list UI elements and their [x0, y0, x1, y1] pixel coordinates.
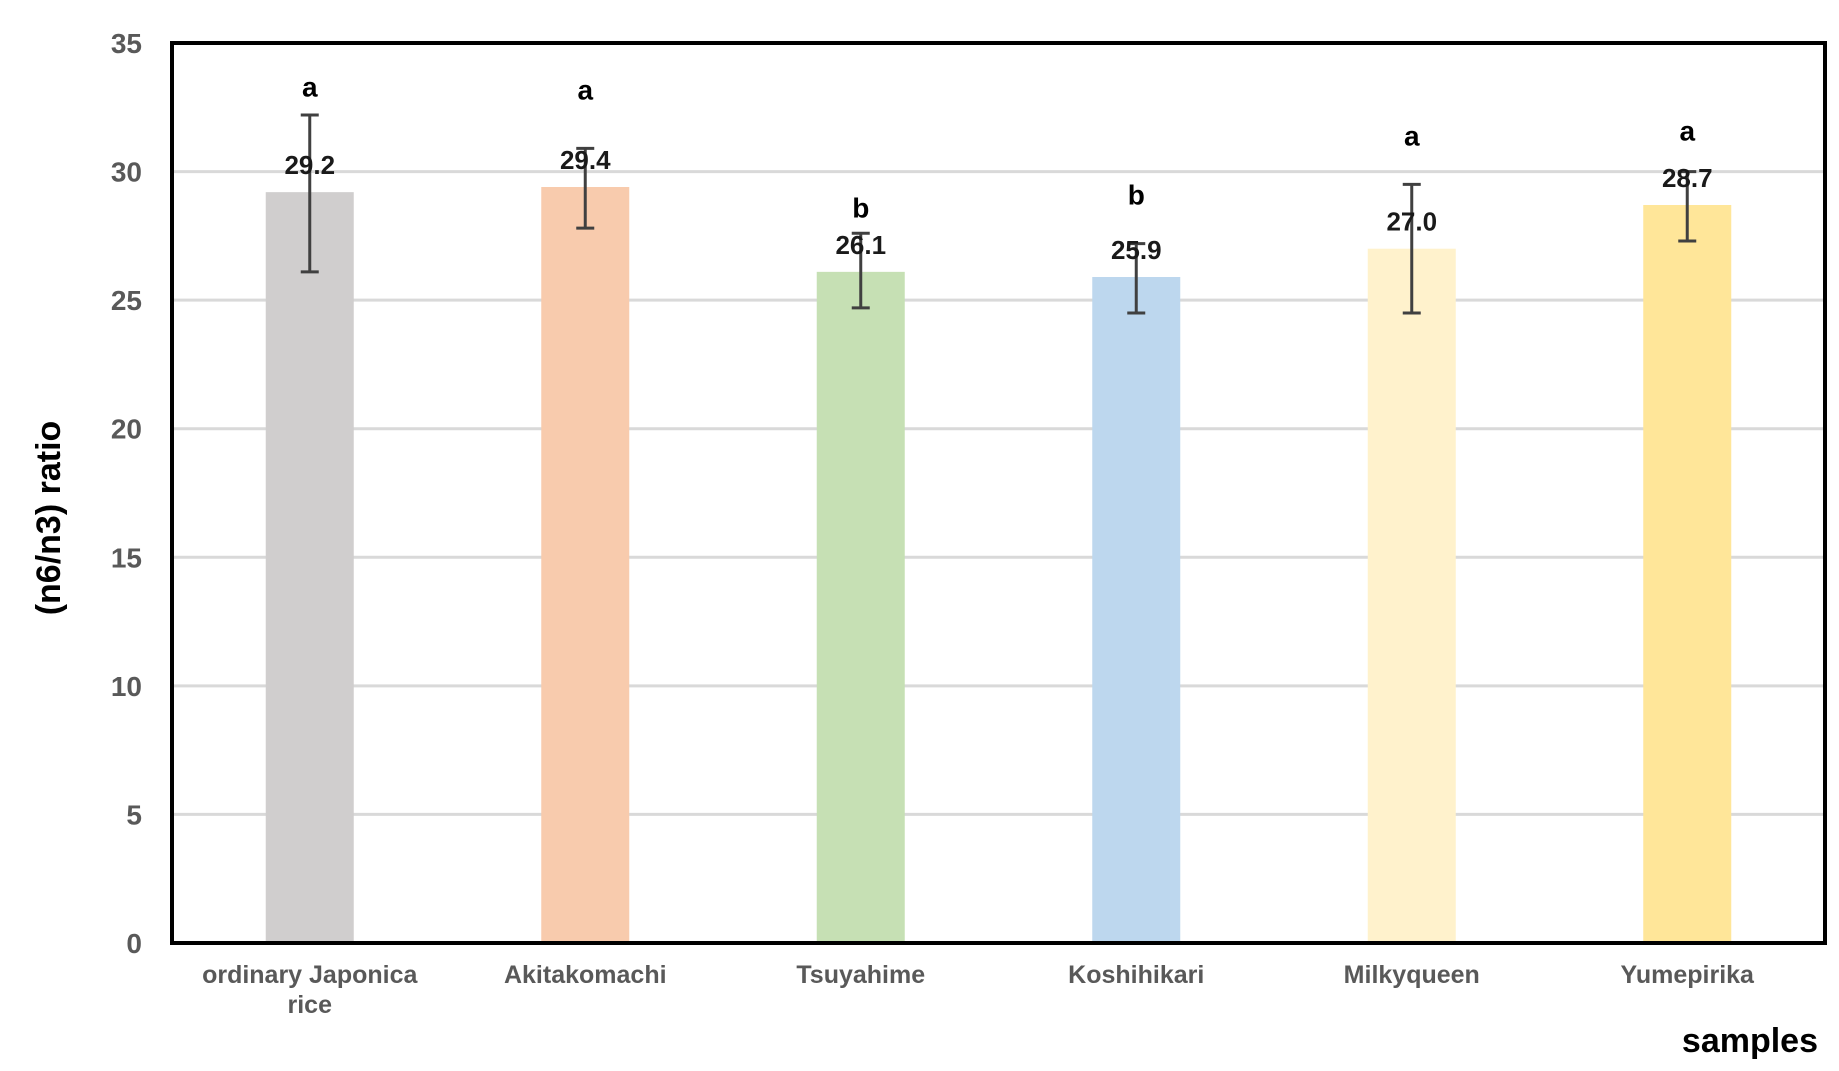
- x-tick-label: ordinary Japonica rice: [202, 961, 418, 1019]
- significance-letters: a a b b a a: [302, 72, 1696, 224]
- data-label: 26.1: [835, 230, 886, 260]
- bar: [1367, 248, 1456, 943]
- y-axis-ticks: 0 5 10 15 20 25 30 35: [111, 28, 142, 959]
- data-label: 25.9: [1111, 235, 1162, 265]
- bar: [816, 271, 905, 943]
- bar: [541, 187, 630, 943]
- y-tick-label: 10: [111, 671, 142, 702]
- y-tick-label: 15: [111, 542, 142, 573]
- significance-letter: a: [302, 72, 318, 103]
- bar: [1643, 205, 1732, 943]
- error-bars: [300, 113, 1697, 315]
- x-tick-label: Akitakomachi: [504, 961, 667, 989]
- y-axis-label: (n6/n3) ratio: [30, 421, 68, 616]
- x-tick-label: Tsuyahime: [796, 961, 925, 989]
- x-tick-label: Milkyqueen: [1344, 961, 1480, 989]
- significance-letter: a: [1679, 115, 1695, 146]
- x-axis-label: samples: [1682, 1022, 1818, 1060]
- significance-letter: b: [852, 193, 869, 224]
- y-tick-label: 35: [111, 28, 142, 59]
- gridlines: [172, 170, 1825, 945]
- significance-letter: a: [1404, 121, 1420, 152]
- x-tick-label: Yumepirika: [1621, 961, 1755, 989]
- significance-letter: a: [577, 74, 593, 105]
- data-labels: 29.2 29.4 26.1 25.9 27.0 28.7: [284, 145, 1712, 265]
- data-label: 27.0: [1386, 207, 1437, 237]
- y-tick-label: 25: [111, 285, 142, 316]
- significance-letter: b: [1128, 180, 1145, 211]
- plot-frame: [170, 41, 1827, 945]
- data-label: 28.7: [1662, 163, 1713, 193]
- y-tick-label: 5: [126, 799, 142, 830]
- bar: [1092, 277, 1181, 943]
- data-label: 29.2: [284, 150, 335, 180]
- data-label: 29.4: [560, 145, 611, 175]
- y-tick-label: 30: [111, 157, 142, 188]
- x-axis-categories: ordinary Japonica rice Akitakomachi Tsuyahi…: [202, 961, 1755, 1019]
- bars: [265, 187, 1732, 944]
- bar: [265, 192, 354, 944]
- y-tick-label: 20: [111, 414, 142, 445]
- x-tick-label: Koshihikari: [1068, 961, 1204, 989]
- y-tick-label: 0: [126, 928, 142, 959]
